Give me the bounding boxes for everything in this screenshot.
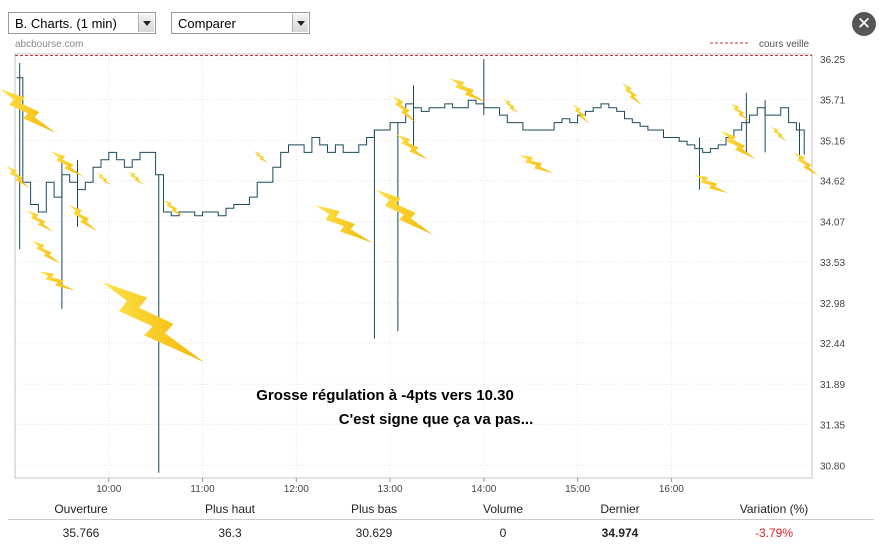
y-tick-label: 32.44 — [820, 339, 845, 350]
lightning-icon — [315, 190, 373, 258]
lightning-icon — [6, 160, 30, 194]
lightning-icon — [518, 145, 554, 183]
x-tick-label: 16:00 — [659, 484, 684, 495]
lightning-icon — [771, 123, 787, 145]
lightning-icon — [375, 175, 433, 249]
y-tick-label: 36.25 — [820, 55, 845, 66]
lightning-icon — [395, 126, 429, 168]
plot-frame — [14, 53, 813, 479]
stat-low-label: Plus bas — [350, 502, 398, 516]
y-tick-label: 30.80 — [820, 461, 845, 472]
y-tick-label: 31.35 — [820, 420, 845, 431]
y-tick-label: 35.16 — [820, 136, 845, 147]
y-tick-label: 33.53 — [820, 258, 845, 269]
stat-volume-value: 0 — [499, 526, 507, 540]
lightning-icon — [0, 75, 56, 147]
lightning-icon — [503, 95, 519, 117]
stat-volume-label: Volume — [482, 502, 524, 516]
price-series-line — [16, 77, 805, 217]
lightning-icon — [26, 203, 54, 239]
lightning-icon — [253, 147, 269, 167]
legend-label: cours veille — [759, 39, 809, 50]
lightning-icon — [31, 233, 61, 271]
stat-variation-label: Variation (%) — [739, 502, 809, 516]
stat-last-label: Dernier — [600, 502, 640, 516]
lightning-icon — [793, 146, 819, 182]
compare-select-value: Comparer — [178, 16, 236, 31]
lightning-icon — [162, 195, 184, 221]
compare-select[interactable]: Comparer — [171, 12, 310, 34]
x-tick-label: 10:00 — [96, 484, 121, 495]
stat-low-value: 30.629 — [355, 526, 393, 540]
chart-type-select-value: B. Charts. (1 min) — [15, 16, 117, 31]
lightning-icon — [621, 78, 643, 110]
source-label: abcbourse.com — [15, 39, 83, 50]
annotation-line-2: C'est signe que ça va pas... — [339, 411, 533, 428]
y-tick-label: 31.89 — [820, 380, 845, 391]
stat-open-value: 35.766 — [62, 526, 100, 540]
stats-bar: Ouverture Plus haut Plus bas Volume Dern… — [0, 496, 882, 553]
x-tick-label: 12:00 — [284, 484, 309, 495]
y-tick-label: 34.07 — [820, 218, 845, 229]
lightning-icon — [391, 90, 417, 128]
close-icon[interactable]: ✕ — [852, 12, 876, 36]
stats-divider — [8, 519, 874, 520]
stat-open-label: Ouverture — [54, 502, 108, 516]
lightning-icon — [127, 167, 145, 189]
y-tick-label: 34.62 — [820, 177, 845, 188]
y-tick-label: 32.98 — [820, 299, 845, 310]
lightning-decorations — [0, 69, 819, 386]
annotation-line-1: Grosse régulation à -4pts vers 10.30 — [256, 387, 514, 404]
lightning-icon — [68, 198, 98, 238]
x-tick-label: 14:00 — [471, 484, 496, 495]
stat-high-value: 36.3 — [218, 526, 242, 540]
lightning-icon — [50, 143, 84, 185]
chevron-down-icon[interactable] — [292, 14, 308, 32]
stat-last-value: 34.974 — [601, 526, 639, 540]
lightning-icon — [96, 169, 112, 189]
y-tick-label: 35.71 — [820, 95, 845, 106]
x-tick-label: 13:00 — [378, 484, 403, 495]
chart-type-select[interactable]: B. Charts. (1 min) — [8, 12, 156, 34]
lightning-icon — [448, 69, 486, 111]
x-tick-label: 15:00 — [565, 484, 590, 495]
x-tick-label: 11:00 — [190, 484, 215, 495]
stat-high-label: Plus haut — [204, 502, 256, 516]
stat-variation-value: -3.79% — [754, 526, 794, 540]
lightning-icon — [38, 261, 76, 301]
price-chart: abcbourse.com cours veille 36.25 35.71 35.… — [0, 39, 845, 495]
lightning-icon — [102, 258, 204, 386]
chevron-down-icon[interactable] — [138, 14, 154, 32]
